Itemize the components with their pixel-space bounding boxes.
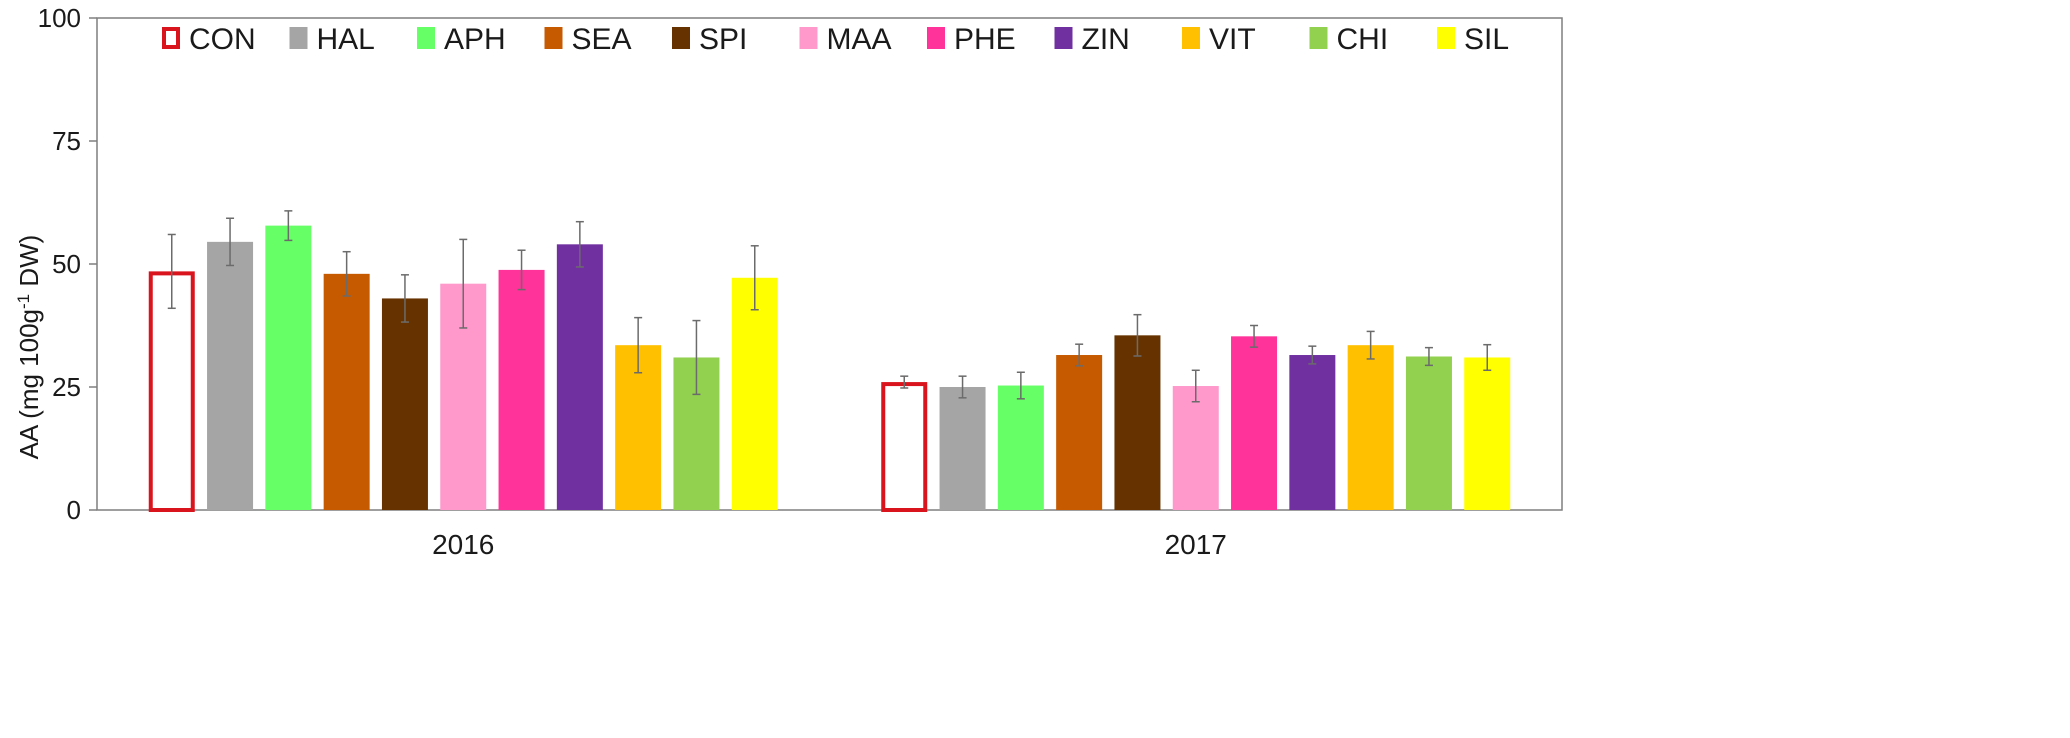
x-category-label: 2017 [1165, 529, 1227, 560]
legend-swatch-sil [1437, 27, 1455, 49]
legend-label-hal: HAL [317, 23, 375, 56]
plot-area [96, 17, 1563, 512]
legend-label-chi: CHI [1337, 23, 1389, 56]
legend-swatch-phe [927, 27, 945, 49]
bar-phe-2016 [498, 269, 545, 510]
legend-swatch-con [162, 27, 180, 49]
legend-label-spi: SPI [699, 23, 747, 56]
legend: CON HAL APH SEA SPI MAA PHE ZIN VIT CHI SIL [162, 23, 1509, 56]
legend-swatch-hal [289, 27, 308, 49]
bar-spi-2017 [1114, 335, 1161, 510]
legend-swatch-vit [1182, 27, 1200, 49]
bar-con-2017 [881, 382, 928, 512]
bar-sil-2017 [1464, 357, 1511, 510]
plot-border [96, 17, 1563, 511]
legend-label-vit: VIT [1209, 23, 1256, 56]
legend-label-maa: MAA [827, 23, 892, 56]
legend-swatch-zin [1054, 27, 1073, 49]
bar-phe-2017 [1231, 336, 1278, 510]
y-axis-title-unit: DW) [14, 235, 44, 294]
legend-swatch-maa [799, 27, 818, 49]
y-tick-label: 50 [52, 249, 81, 279]
bar-sil-2016 [731, 277, 778, 510]
bar-vit-2017 [1347, 345, 1394, 510]
y-axis: 0 25 50 75 100 [38, 3, 97, 525]
bar-zin-2016 [556, 244, 603, 510]
bar-spi-2016 [381, 298, 428, 510]
bar-sea-2016 [323, 273, 370, 510]
bar-sea-2017 [1056, 355, 1103, 510]
y-tick-label: 0 [67, 495, 81, 525]
y-axis-title-sup: -1 [14, 294, 33, 309]
bar-aph-2016 [265, 225, 312, 510]
bar-zin-2017 [1289, 355, 1336, 510]
legend-swatch-spi [672, 27, 690, 49]
x-category-label: 2016 [432, 529, 494, 560]
legend-label-sea: SEA [572, 23, 632, 56]
bar-aph-2017 [997, 385, 1044, 510]
x-axis: 2016 2017 [432, 529, 1227, 560]
bar-chi-2017 [1405, 356, 1452, 510]
legend-swatch-sea [544, 27, 563, 49]
y-tick-label: 100 [38, 3, 81, 33]
legend-label-sil: SIL [1464, 23, 1509, 56]
bar-maa-2017 [1172, 386, 1219, 510]
bar-hal-2017 [939, 387, 986, 510]
legend-label-zin: ZIN [1082, 23, 1130, 56]
legend-swatch-chi [1309, 27, 1328, 49]
y-tick-label: 75 [52, 126, 81, 156]
legend-label-aph: APH [444, 23, 506, 56]
legend-label-con: CON [189, 23, 256, 56]
y-tick-label: 25 [52, 372, 81, 402]
y-axis-title: AA (mg 100g-1 DW) [14, 235, 45, 460]
legend-label-phe: PHE [954, 23, 1016, 56]
legend-swatch-aph [417, 27, 435, 49]
y-axis-title-main: AA (mg 100g [14, 309, 44, 459]
bar-hal-2016 [207, 241, 254, 511]
bar-con-2016 [148, 271, 195, 512]
